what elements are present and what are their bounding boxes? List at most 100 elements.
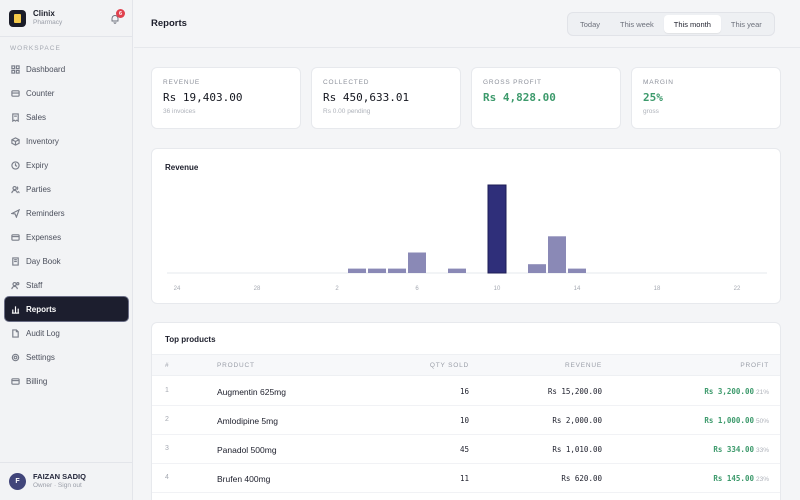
bar-chart-icon bbox=[10, 304, 20, 314]
chart-bar[interactable] bbox=[448, 268, 466, 273]
revenue-chart-card: 24 28 2 6 10 14 18 22 Revenue bbox=[151, 148, 781, 304]
x-tick-label: 18 bbox=[654, 286, 661, 292]
stat-card-collected: COLLECTED Rs 450,633.01 Rs 0.00 pending bbox=[311, 67, 461, 129]
sidebar-item-label: Settings bbox=[26, 352, 55, 362]
x-tick-label: 28 bbox=[254, 286, 261, 292]
profit-percent: 50% bbox=[755, 418, 769, 425]
sidebar-item-billing[interactable]: Billing bbox=[5, 369, 128, 393]
stat-card-gross-profit: GROSS PROFIT Rs 4,828.00 bbox=[471, 67, 621, 129]
table-row[interactable]: 1 Augmentin 625mg 16 Rs 15,200.00 Rs 3,200.0… bbox=[152, 377, 780, 406]
stat-card-revenue: REVENUE Rs 19,403.00 36 invoices bbox=[151, 67, 301, 129]
user-role-signout[interactable]: Owner · Sign out bbox=[33, 482, 82, 490]
workspace-section-label: WORKSPACE bbox=[10, 45, 61, 52]
sidebar-item-label: Expenses bbox=[26, 232, 62, 242]
chart-bar[interactable] bbox=[408, 252, 426, 274]
top-bar: Reports Today This week This month This yea… bbox=[134, 0, 800, 48]
sidebar-item-label: Billing bbox=[26, 376, 48, 386]
gear-icon bbox=[10, 352, 20, 362]
x-tick-label: 14 bbox=[574, 286, 581, 292]
table-title: Top products bbox=[165, 335, 216, 344]
profit-value: Rs 334.00 bbox=[713, 445, 754, 454]
staff-icon bbox=[10, 280, 20, 290]
bell-icon[interactable] bbox=[110, 14, 120, 24]
sidebar-item-staff[interactable]: Staff bbox=[5, 273, 128, 297]
stat-label: COLLECTED bbox=[323, 79, 370, 86]
chart-bar[interactable] bbox=[568, 268, 586, 273]
row-revenue: Rs 15,200.00 bbox=[547, 387, 602, 396]
sidebar-item-expenses[interactable]: Expenses bbox=[5, 225, 128, 249]
sidebar-item-sales[interactable]: Sales bbox=[5, 105, 128, 129]
brand-name: Clinix bbox=[33, 8, 55, 18]
table-row[interactable]: 4 Brufen 400mg 11 Rs 620.00 Rs 145.00 23% bbox=[152, 464, 780, 493]
range-this-month[interactable]: This month bbox=[663, 15, 721, 33]
sidebar-item-label: Day Book bbox=[26, 256, 61, 266]
range-today[interactable]: Today bbox=[580, 19, 601, 29]
stat-label: REVENUE bbox=[163, 79, 201, 86]
chart-bar[interactable] bbox=[548, 236, 566, 273]
counter-icon bbox=[10, 88, 20, 98]
row-revenue: Rs 1,010.00 bbox=[552, 445, 602, 454]
chart-bar[interactable] bbox=[487, 184, 507, 274]
book-icon bbox=[10, 256, 20, 266]
file-icon bbox=[10, 328, 20, 338]
sidebar-item-counter[interactable]: Counter bbox=[5, 81, 128, 105]
x-tick-label: 24 bbox=[174, 286, 181, 292]
row-qty: 16 bbox=[459, 387, 469, 396]
range-this-year[interactable]: This year bbox=[730, 19, 762, 29]
sidebar-item-label: Inventory bbox=[26, 136, 59, 146]
x-tick-label: 10 bbox=[494, 286, 501, 292]
sidebar-item-label: Parties bbox=[26, 184, 51, 194]
row-index: 3 bbox=[165, 445, 169, 452]
sidebar-item-audit-log[interactable]: Audit Log bbox=[5, 321, 128, 345]
chart-bar[interactable] bbox=[388, 268, 406, 273]
page-title: Reports bbox=[151, 18, 187, 29]
revenue-chart: 24 28 2 6 10 14 18 22 bbox=[167, 184, 767, 292]
brand-header: Clinix Pharmacy 6 bbox=[0, 0, 132, 37]
user-profile[interactable]: F FAIZAN SADIQ Owner · Sign out bbox=[0, 462, 133, 500]
user-name: FAIZAN SADIQ bbox=[33, 472, 86, 482]
row-revenue: Rs 2,000.00 bbox=[552, 416, 602, 425]
sidebar-item-reminders[interactable]: Reminders bbox=[5, 201, 128, 225]
range-this-week[interactable]: This week bbox=[620, 19, 654, 29]
row-revenue: Rs 620.00 bbox=[561, 474, 602, 483]
chart-title: Revenue bbox=[165, 163, 199, 172]
profit-value: Rs 3,200.00 bbox=[704, 387, 754, 396]
row-product: Amlodipine 5mg bbox=[217, 416, 278, 426]
sidebar-item-day-book[interactable]: Day Book bbox=[5, 249, 128, 273]
table-header: # PRODUCT QTY SOLD REVENUE PROFIT bbox=[152, 354, 780, 376]
notification-badge: 6 bbox=[116, 9, 125, 18]
sidebar-item-label: Expiry bbox=[26, 160, 49, 170]
stat-subtext: Rs 0.00 pending bbox=[323, 108, 371, 115]
row-index: 4 bbox=[165, 474, 169, 481]
summary-cards: REVENUE Rs 19,403.00 36 invoices COLLECTED R… bbox=[151, 67, 781, 129]
sidebar-item-reports[interactable]: Reports bbox=[5, 297, 128, 321]
stat-card-margin: MARGIN 25% gross bbox=[631, 67, 781, 129]
chart-bar[interactable] bbox=[528, 264, 546, 273]
header-revenue: REVENUE bbox=[564, 362, 602, 369]
table-row[interactable]: 3 Panadol 500mg 45 Rs 1,010.00 Rs 334.00 33% bbox=[152, 435, 780, 464]
sidebar-item-settings[interactable]: Settings bbox=[5, 345, 128, 369]
sidebar-item-dashboard[interactable]: Dashboard bbox=[5, 57, 128, 81]
stat-value: Rs 19,403.00 bbox=[163, 91, 243, 104]
row-qty: 11 bbox=[459, 474, 469, 483]
chart-bar[interactable] bbox=[368, 268, 386, 273]
sidebar-item-expiry[interactable]: Expiry bbox=[5, 153, 128, 177]
users-icon bbox=[10, 184, 20, 194]
profit-percent: 21% bbox=[755, 389, 769, 396]
sidebar-item-parties[interactable]: Parties bbox=[5, 177, 128, 201]
profit-value: Rs 145.00 bbox=[713, 474, 754, 483]
stat-subtext: 36 invoices bbox=[163, 108, 196, 115]
top-products-card: Top products # PRODUCT QTY SOLD REVENUE … bbox=[151, 322, 781, 500]
chart-bar[interactable] bbox=[348, 268, 366, 273]
stat-value: Rs 4,828.00 bbox=[483, 91, 556, 104]
header-product: PRODUCT bbox=[217, 362, 255, 369]
sidebar-item-label: Sales bbox=[26, 112, 47, 122]
row-profit: Rs 1,000.00 50% bbox=[704, 416, 769, 425]
receipt-icon bbox=[10, 112, 20, 122]
clinix-logo bbox=[9, 9, 26, 27]
send-icon bbox=[10, 208, 20, 218]
stat-label: GROSS PROFIT bbox=[483, 79, 542, 86]
row-product: Brufen 400mg bbox=[217, 474, 271, 484]
sidebar-item-inventory[interactable]: Inventory bbox=[5, 129, 128, 153]
table-row[interactable]: 2 Amlodipine 5mg 10 Rs 2,000.00 Rs 1,000.00 5… bbox=[152, 406, 780, 435]
